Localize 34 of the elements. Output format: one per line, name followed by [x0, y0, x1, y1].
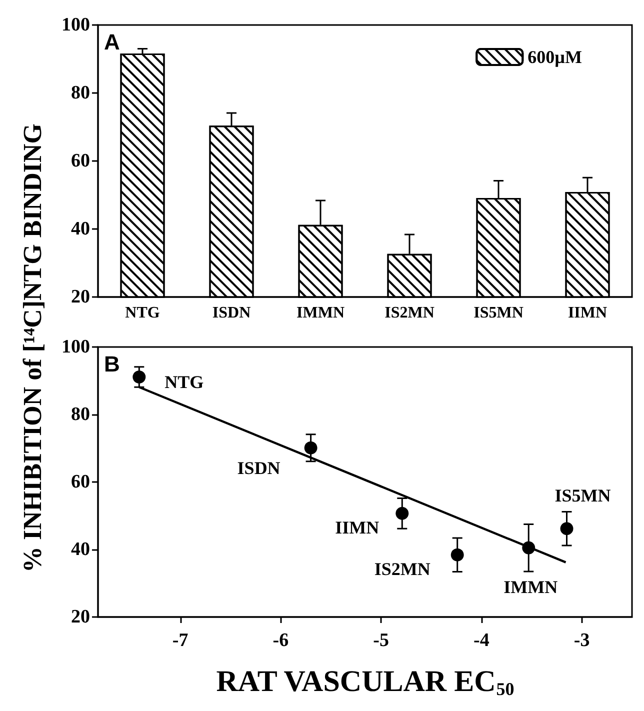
point [560, 522, 574, 536]
point [450, 548, 464, 562]
y-tick-label: 20 [71, 606, 90, 628]
y-tick-label: 80 [71, 404, 90, 425]
x-tick-label: -4 [474, 630, 490, 651]
x-tick-label: IS5MN [474, 304, 524, 322]
y-tick-label: 40 [71, 218, 90, 240]
annotation: IIMN [335, 517, 380, 538]
x-tick-label: -7 [172, 630, 189, 651]
annotation: IS2MN [374, 558, 430, 579]
y-tick-label: 100 [62, 14, 90, 36]
x-tick-label: IS2MN [384, 304, 435, 322]
annotation: A [104, 30, 120, 54]
annotation: NTG [164, 372, 204, 392]
y-tick-label: 20 [71, 286, 90, 308]
x-tick-label: ISDN [212, 304, 252, 322]
x-tick-label: IMMN [296, 304, 345, 322]
annotation: B [104, 352, 120, 376]
y-axis-title: % INHIBITION of [¹⁴C]NTG BINDING [18, 124, 48, 572]
x-tick-label: NTG [125, 304, 160, 322]
annotation: ISDN [237, 458, 280, 478]
x-tick-label: -6 [272, 630, 289, 651]
annotation: IMMN [504, 576, 558, 597]
point [522, 541, 536, 554]
x-tick-label: -3 [574, 630, 590, 651]
legend-label: 600µM [528, 47, 582, 67]
y-tick-label: 80 [71, 82, 90, 104]
y-tick-label: 60 [71, 150, 90, 172]
annotation: IS5MN [554, 486, 611, 506]
x-tick-label: -5 [373, 630, 389, 651]
y-tick-label: 100 [62, 336, 90, 358]
y-tick-label: 60 [71, 472, 90, 492]
x-tick-label: IIMN [568, 304, 608, 322]
y-tick-label: 40 [71, 539, 90, 560]
